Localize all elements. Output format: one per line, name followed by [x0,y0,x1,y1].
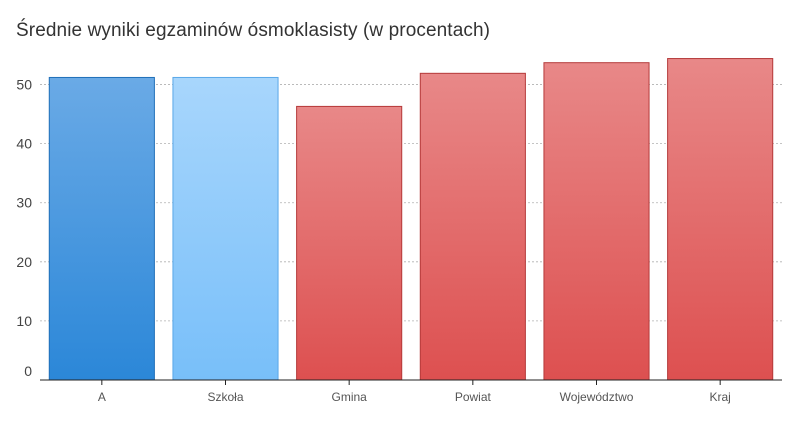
y-tick-label: 30 [16,195,32,211]
bars [48,58,774,381]
x-tick-label: Gmina [331,390,367,404]
bar-powiat [419,72,526,381]
chart-title: Średnie wyniki egzaminów ósmoklasisty (w… [16,20,491,41]
x-axis-ticks: A Szkoła Gmina Powiat Województwo Kraj [98,380,731,404]
x-tick-label: Szkoła [207,390,243,404]
bar-szkoła [172,76,279,381]
y-tick-label: 0 [24,363,32,379]
y-tick-label: 20 [16,254,32,270]
x-tick-label: Powiat [455,390,492,404]
y-tick-label: 40 [16,136,32,152]
x-tick-label: Województwo [560,390,634,404]
bar-gmina [296,105,403,381]
y-tick-label: 50 [16,77,32,93]
bar-a [48,76,155,381]
x-tick-label: A [98,390,106,404]
bar-województwo [543,62,650,381]
bar-kraj [667,58,774,381]
x-tick-label: Kraj [709,390,730,404]
y-tick-label: 10 [16,313,32,329]
y-axis-ticks: 0 10 20 30 40 50 [16,77,32,379]
